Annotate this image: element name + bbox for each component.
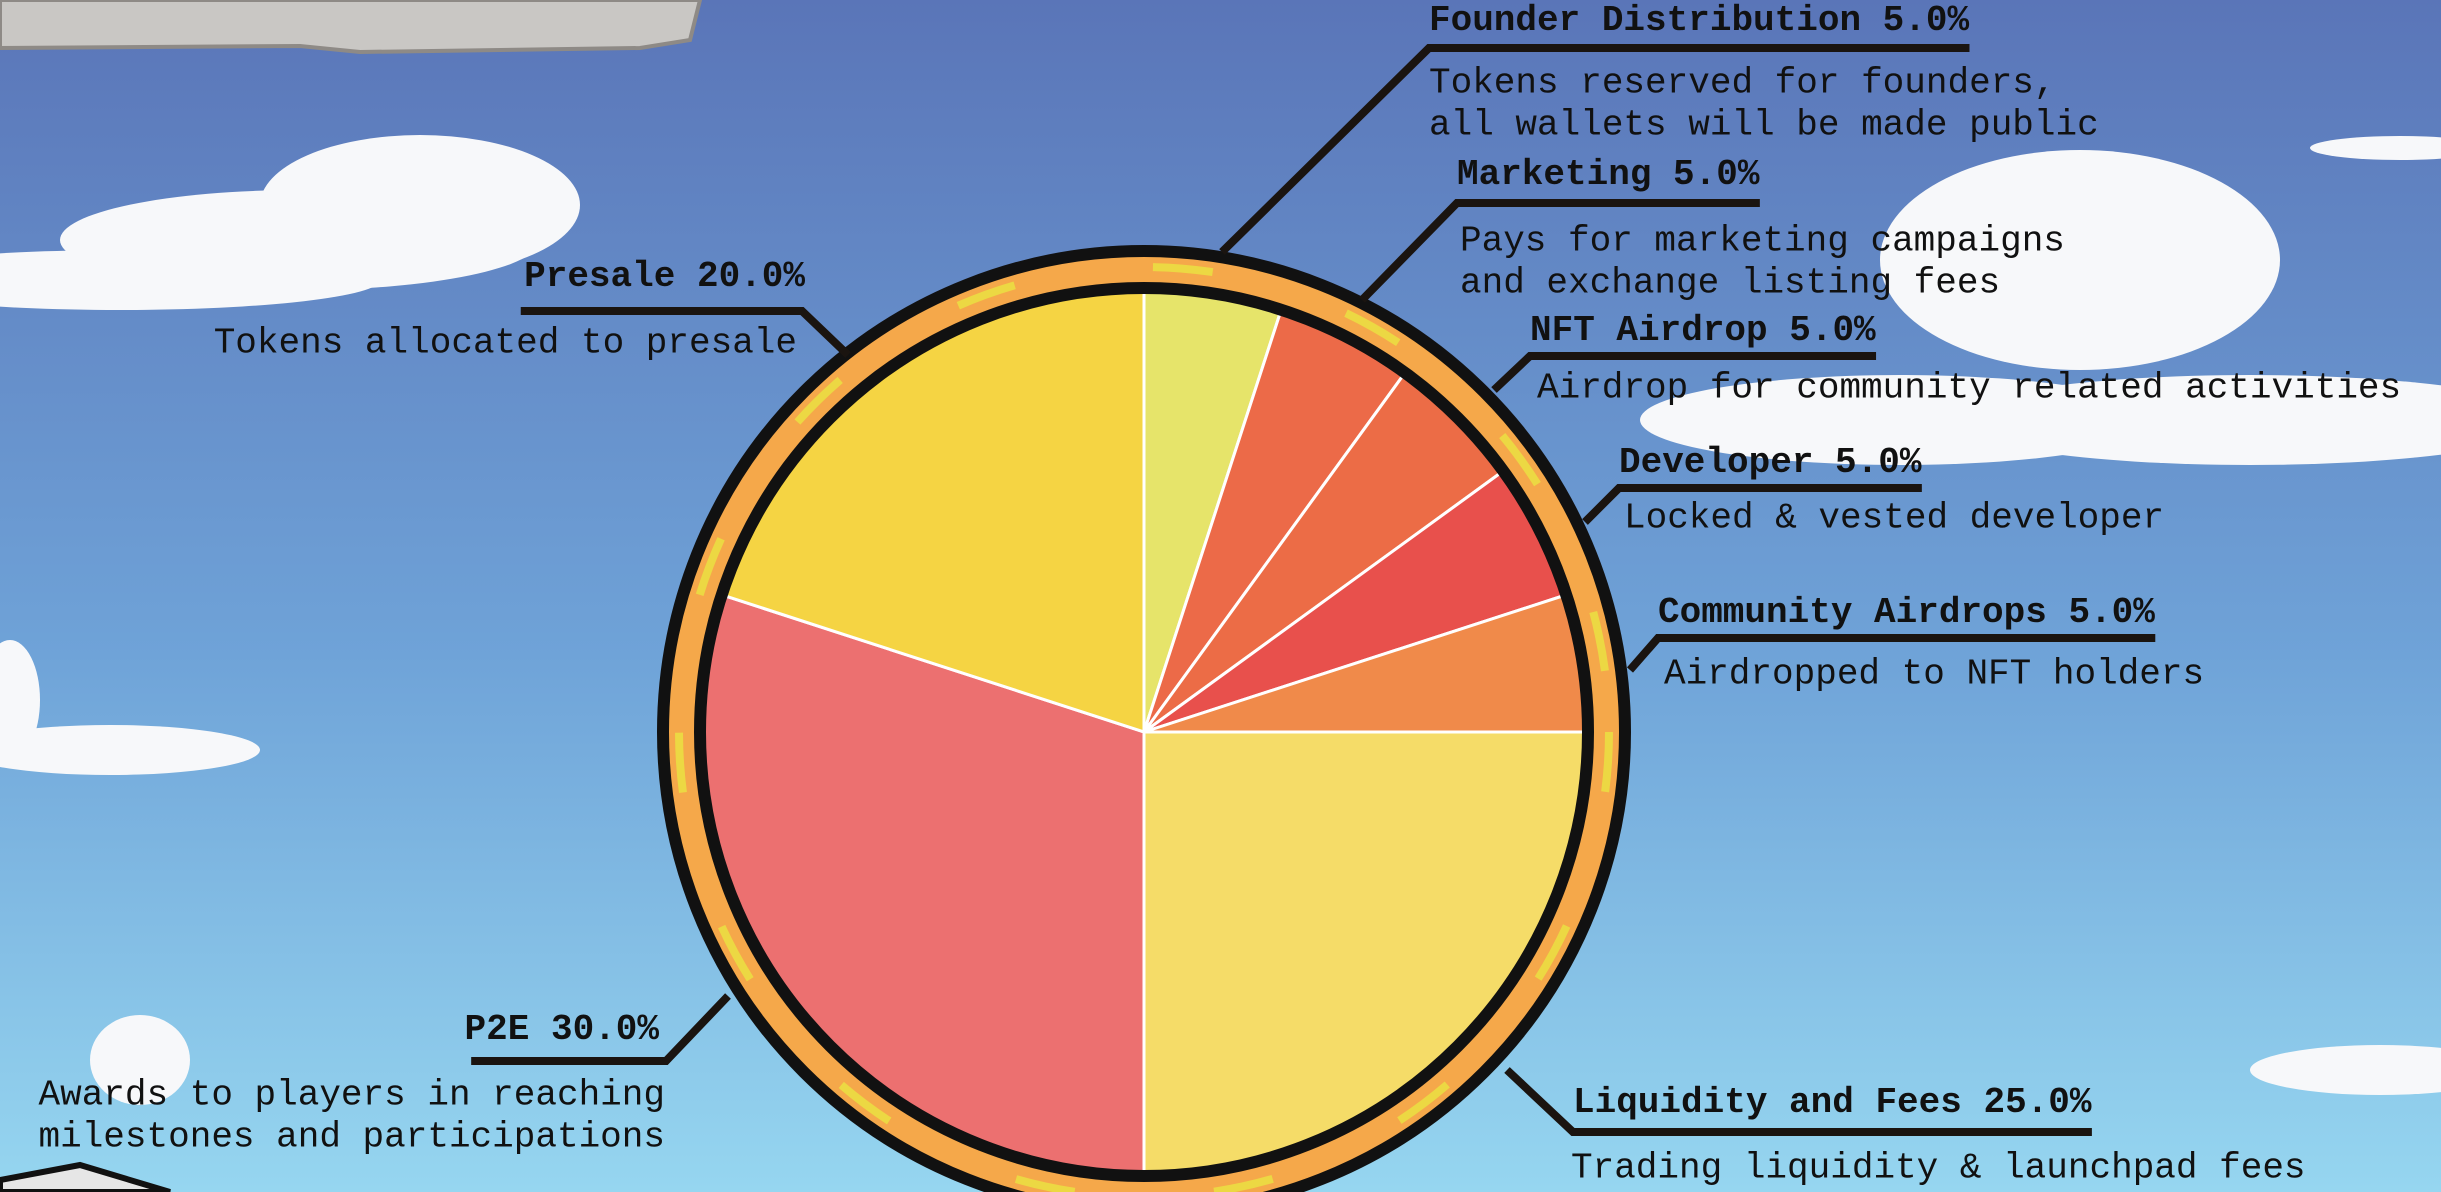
slice-label: Presale 20.0% [524,256,805,297]
clouds [0,135,2441,1105]
leader-line [471,993,731,1065]
slice-description: milestones and participations [38,1117,665,1158]
slice-value-label: 5.0% [1789,310,1876,351]
stone-sign [0,0,703,55]
slice-name: Founder Distribution [1429,0,1861,41]
slice-value-label: 5.0% [1673,154,1760,195]
slice-label: Marketing 5.0% [1457,154,1760,195]
slice-description: all wallets will be made public [1429,105,2099,146]
slice-value-label: 5.0% [1883,0,1970,41]
slice-label: Community Airdrops 5.0% [1658,592,2155,633]
slice-name: NFT Airdrop [1530,310,1768,351]
slice-label: NFT Airdrop 5.0% [1530,310,1876,351]
leader-line [1626,634,2156,673]
stone-sign [0,1161,171,1192]
slice-description: Pays for marketing campaigns [1460,221,2065,262]
slice-description: Trading liquidity & launchpad fees [1571,1148,2306,1189]
leader-line [1359,199,1760,303]
slice-value-label: 30.0% [551,1009,659,1050]
slice-description: and exchange listing fees [1460,263,2000,304]
leader-line [1491,352,1877,393]
pie-border [694,282,1594,1182]
slice-value-label: 5.0% [1835,442,1922,483]
leader-line [1582,484,1922,525]
pie-ring-stripe [675,263,1613,1192]
slice-value-label: 25.0% [1983,1082,2091,1123]
slice-name: Liquidity and Fees [1573,1082,1962,1123]
slice-name: P2E [465,1009,530,1050]
leader-line [1504,1067,2092,1136]
leader-line [1219,44,1970,255]
slice-label: Developer 5.0% [1619,442,1922,483]
slice-description: Tokens reserved for founders, [1429,63,2056,104]
slice-name: Presale [524,256,675,297]
slice-description: Airdrop for community related activities [1537,368,2401,409]
slice-name: Marketing [1457,154,1651,195]
slice-description: Airdropped to NFT holders [1664,654,2204,695]
slice-description: Locked & vested developer [1624,498,2164,539]
slice-value-label: 20.0% [697,256,805,297]
slice-value-label: 5.0% [2068,592,2155,633]
slice-name: Community Airdrops [1658,592,2047,633]
slice-description: Tokens allocated to presale [214,323,797,364]
slice-description: Awards to players in reaching [38,1075,665,1116]
pie [657,245,1631,1192]
labels: Founder Distribution 5.0% Tokens reserved … [38,0,2401,1189]
slice-label: Liquidity and Fees 25.0% [1573,1082,2092,1123]
slice-name: Developer [1619,442,1813,483]
leader-line [520,307,851,358]
slice-label: Founder Distribution 5.0% [1429,0,1969,41]
slice-label: P2E 30.0% [465,1009,660,1050]
